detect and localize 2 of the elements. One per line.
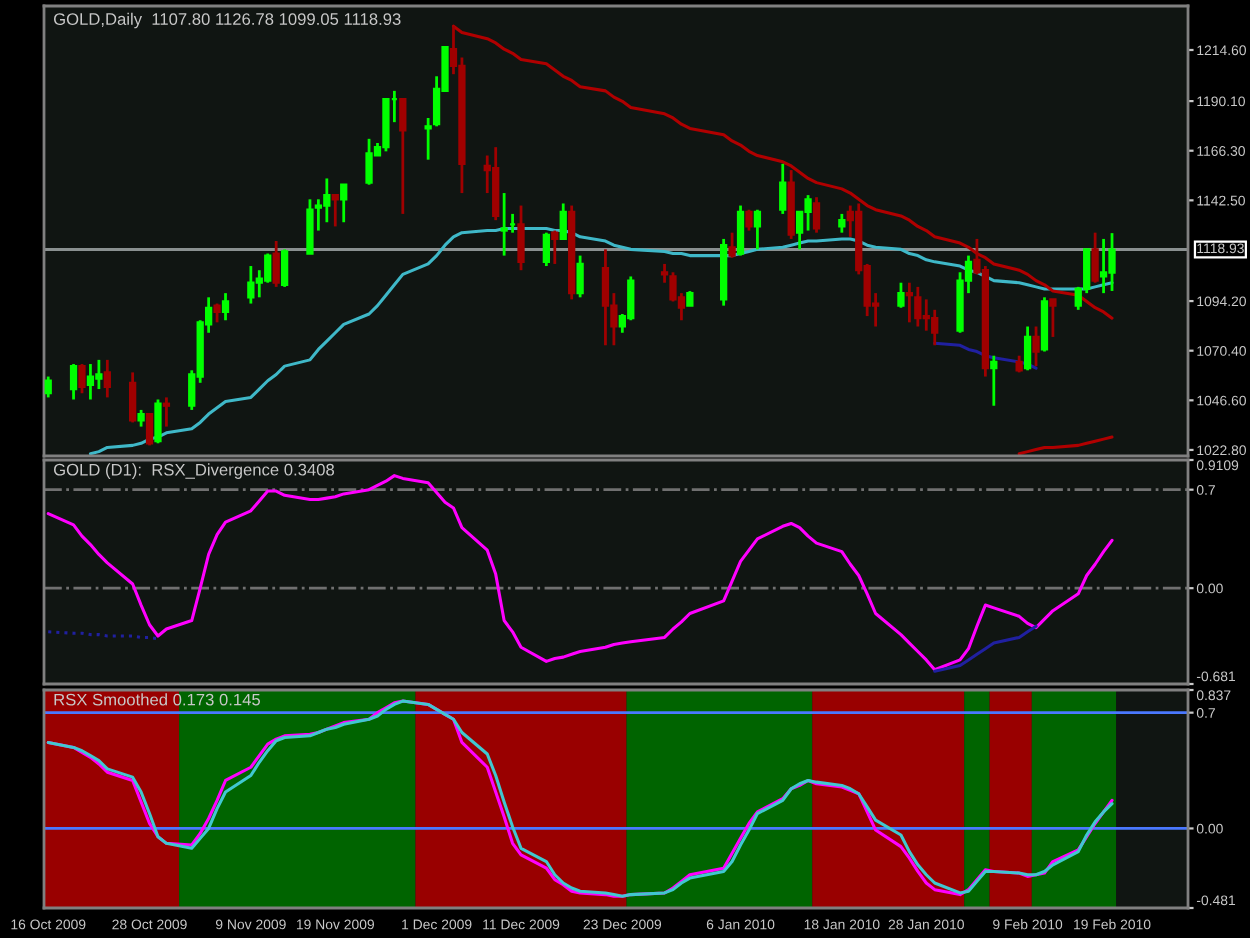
chart-title: GOLD,Daily 1107.80 1126.78 1099.05 1118.93 [53, 12, 401, 29]
chart-title: GOLD (D1): RSX_Divergence 0.3408 [53, 463, 335, 479]
